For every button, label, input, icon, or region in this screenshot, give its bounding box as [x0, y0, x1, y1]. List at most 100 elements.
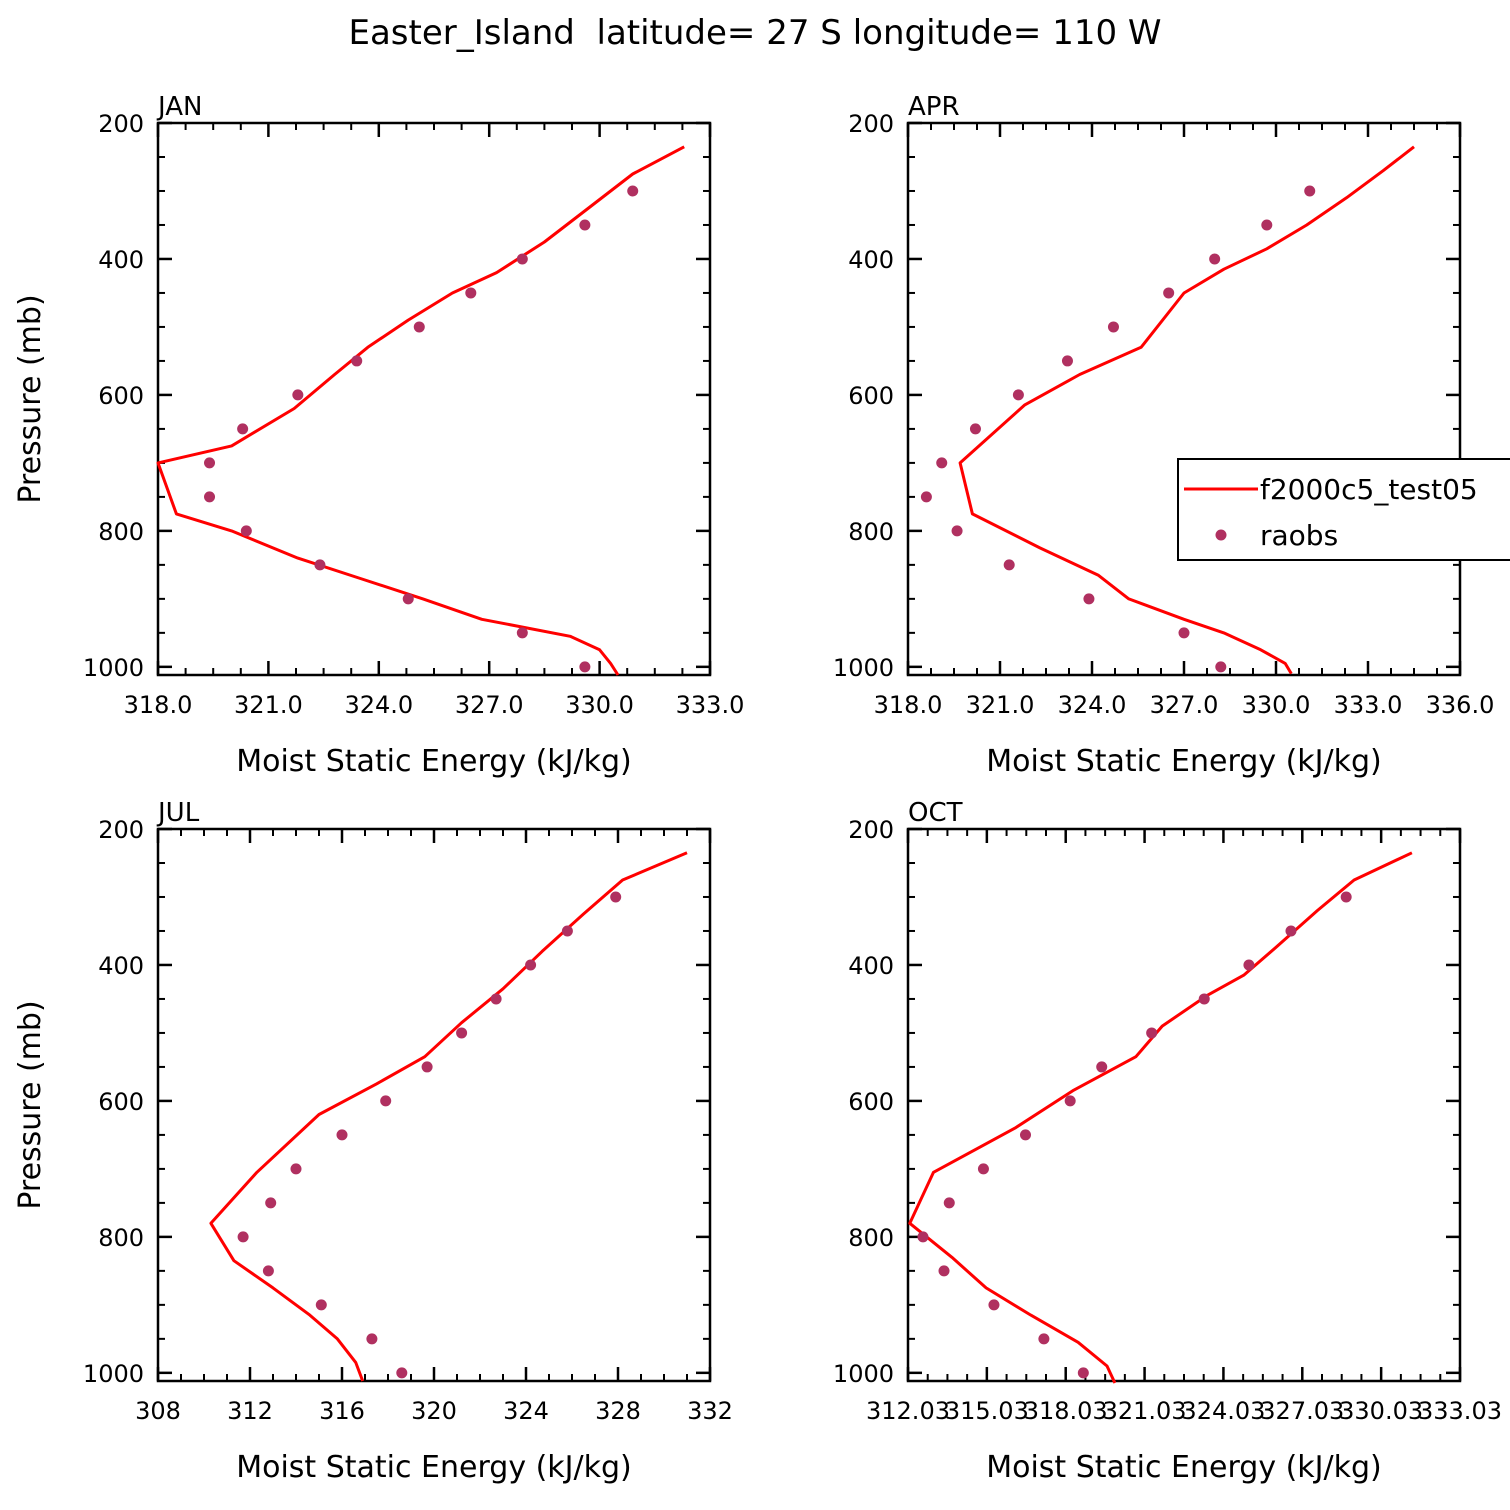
x-tick-label: 327.0 [1150, 691, 1219, 719]
obs-point [1215, 661, 1227, 673]
x-tick-label: 312.03 [866, 1397, 950, 1425]
y-tick-label: 1000 [833, 654, 894, 682]
y-axis-label: Pressure (mb) [13, 1000, 48, 1209]
obs-point [943, 1197, 955, 1209]
y-tick-label: 200 [98, 816, 144, 844]
series-line-model [209, 851, 688, 1382]
obs-point [402, 593, 414, 605]
obs-point [204, 457, 216, 469]
obs-point [1083, 593, 1095, 605]
obs-point [1019, 1129, 1031, 1141]
x-tick-label: 318.0 [874, 691, 943, 719]
y-tick-label: 200 [98, 110, 144, 138]
obs-point [516, 253, 528, 265]
obs-point [1107, 321, 1119, 333]
x-tick-label: 332 [687, 1397, 733, 1425]
obs-point [627, 185, 639, 197]
obs-point [1061, 355, 1073, 367]
obs-point [1038, 1333, 1050, 1345]
y-tick-label: 800 [848, 518, 894, 546]
x-tick-label: 333.0 [1334, 691, 1403, 719]
x-axis-label: Moist Static Energy (kJ/kg) [986, 744, 1382, 779]
obs-point [917, 1231, 929, 1243]
obs-point [1178, 627, 1190, 639]
legend-marker-swatch [1215, 529, 1227, 541]
obs-point [1198, 993, 1210, 1005]
obs-point [237, 1231, 249, 1243]
plot-frame [906, 827, 1462, 1383]
panel-label: JAN [156, 92, 202, 122]
obs-point [1012, 389, 1024, 401]
obs-point [336, 1129, 348, 1141]
obs-point [204, 491, 216, 503]
obs-point [1261, 219, 1273, 231]
y-tick-label: 400 [848, 246, 894, 274]
x-tick-label: 324.03 [1181, 1397, 1265, 1425]
obs-point [1304, 185, 1316, 197]
legend-box [1177, 458, 1510, 561]
y-tick-label: 600 [98, 382, 144, 410]
x-tick-label: 321.0 [234, 691, 303, 719]
obs-point [421, 1061, 433, 1073]
obs-point [938, 1265, 950, 1277]
x-tick-label: 324.0 [1058, 691, 1127, 719]
obs-point [1096, 1061, 1108, 1073]
obs-point [290, 1163, 302, 1175]
obs-point [579, 219, 591, 231]
y-tick-label: 400 [98, 952, 144, 980]
obs-point [314, 559, 326, 571]
y-tick-label: 200 [848, 110, 894, 138]
obs-point [936, 457, 948, 469]
x-axis-label: Moist Static Energy (kJ/kg) [236, 744, 632, 779]
obs-point [1077, 1367, 1089, 1379]
obs-point [988, 1299, 1000, 1311]
obs-point [951, 525, 963, 537]
panels: JAN 318.0 321.0 324.0 327.0 330.0 333.0 200 400 6… [13, 92, 1502, 1485]
obs-point [413, 321, 425, 333]
obs-point [969, 423, 981, 435]
y-tick-label: 1000 [83, 1360, 144, 1388]
y-tick-label: 400 [848, 952, 894, 980]
obs-point [262, 1265, 274, 1277]
figure-title: Easter_Island latitude= 27 S longitude= … [348, 13, 1161, 53]
y-tick-label: 800 [848, 1224, 894, 1252]
obs-point [561, 925, 573, 937]
obs-point [265, 1197, 277, 1209]
x-tick-label: 318.0 [124, 691, 193, 719]
x-axis-label: Moist Static Energy (kJ/kg) [986, 1450, 1382, 1485]
y-tick-label: 200 [848, 816, 894, 844]
obs-point [366, 1333, 378, 1345]
panel-label: JUL [156, 798, 200, 828]
y-tick-label: 1000 [83, 654, 144, 682]
legend-entry-label: f2000c5_test05 [1260, 473, 1478, 506]
x-tick-label: 324.0 [344, 691, 413, 719]
x-tick-label: 330.03 [1339, 1397, 1423, 1425]
obs-point [920, 491, 932, 503]
x-tick-label: 321.03 [1103, 1397, 1187, 1425]
series-line-model [908, 851, 1413, 1384]
obs-point [1243, 959, 1255, 971]
y-tick-label: 400 [98, 246, 144, 274]
series-line-model [958, 145, 1415, 675]
x-tick-label: 333.0 [676, 691, 745, 719]
x-tick-label: 308 [135, 1397, 181, 1425]
obs-point [977, 1163, 989, 1175]
y-axis-label: Pressure (mb) [13, 294, 48, 503]
obs-point [1003, 559, 1015, 571]
panel-jul: JUL 308 312 316 320 324 328 332 200 400 600 800 1000… [13, 798, 733, 1485]
x-tick-label: 320 [411, 1397, 457, 1425]
panel-jan: JAN 318.0 321.0 324.0 327.0 330.0 333.0 200 400 6… [13, 92, 744, 779]
y-tick-label: 800 [98, 1224, 144, 1252]
x-tick-label: 330.0 [1242, 691, 1311, 719]
x-tick-label: 318.03 [1024, 1397, 1108, 1425]
y-tick-label: 600 [848, 382, 894, 410]
obs-point [380, 1095, 392, 1107]
obs-point [1340, 891, 1352, 903]
series-line-model [156, 145, 685, 676]
obs-point [525, 959, 537, 971]
obs-point [315, 1299, 327, 1311]
panel-apr: APR 318.0 321.0 324.0 327.0 330.0 333.0 336.0 20… [833, 92, 1494, 779]
obs-point [396, 1367, 408, 1379]
